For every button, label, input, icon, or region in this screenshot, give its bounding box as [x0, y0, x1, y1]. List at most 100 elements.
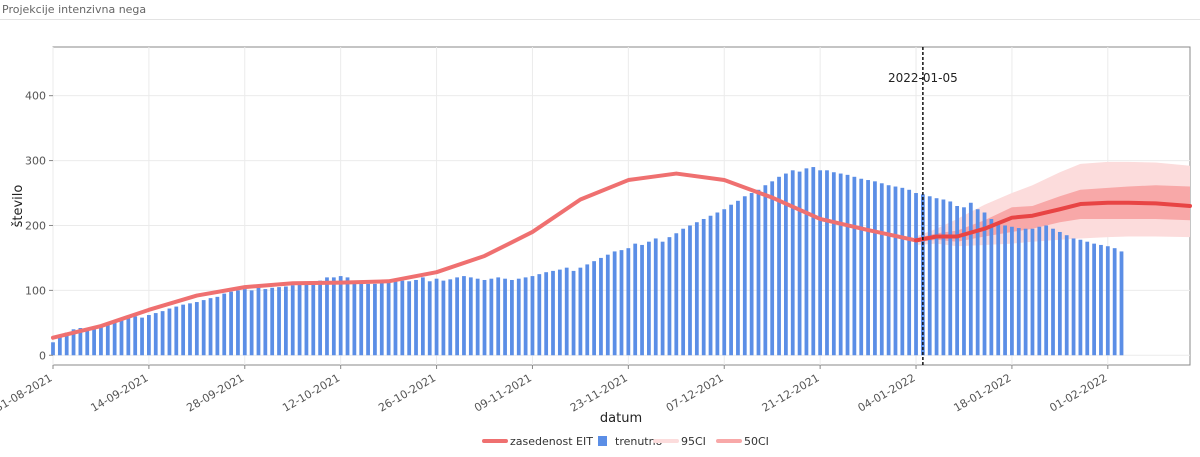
annotation-layer: 2022-01-05 [888, 47, 958, 367]
legend-label: zasedenost EIT [510, 435, 593, 448]
bar [99, 326, 103, 356]
y-tick-label: 100 [25, 284, 46, 297]
legend-label: 50CI [744, 435, 769, 448]
bar [804, 168, 809, 356]
bar [777, 176, 781, 356]
bar [57, 335, 62, 356]
bar [1030, 228, 1035, 356]
bar [503, 278, 507, 356]
bar [674, 233, 679, 356]
bar [482, 279, 487, 356]
legend-label: trenutno [615, 435, 663, 448]
bar [599, 257, 603, 356]
x-tick-label: 23-11-2021 [568, 371, 630, 414]
bar [660, 241, 665, 356]
bar [325, 277, 329, 356]
legend: zasedenost EIT trenutno 95CI 50CI [482, 435, 769, 448]
bar [64, 332, 69, 356]
bar [784, 173, 788, 356]
bar [605, 254, 610, 356]
bar [708, 215, 713, 356]
bar [78, 328, 83, 356]
bar [941, 199, 946, 356]
bar [194, 302, 199, 356]
bar [283, 286, 288, 356]
bar [304, 282, 309, 356]
bar [585, 264, 590, 356]
bar [1078, 239, 1083, 356]
bar [838, 173, 843, 356]
bar [229, 291, 233, 356]
bar [729, 204, 733, 356]
bar [770, 181, 775, 356]
x-tick-label: 18-01-2022 [952, 371, 1014, 414]
series-line-zasedenost-eit [51, 171, 919, 340]
bar [633, 243, 638, 356]
x-tick-label: 26-10-2021 [376, 371, 438, 414]
bar [749, 193, 754, 356]
bar [1037, 226, 1042, 356]
x-tick-label: 01-02-2022 [1047, 371, 1109, 414]
bar [489, 278, 494, 356]
bar [71, 329, 76, 356]
bar [1057, 231, 1062, 356]
y-tick-label: 300 [25, 155, 46, 168]
bar [537, 274, 542, 356]
bar [51, 342, 55, 356]
bar [873, 181, 877, 356]
bar [1112, 248, 1117, 356]
bar [996, 222, 1001, 356]
annotation-label: 2022-01-05 [888, 71, 958, 85]
bar [914, 193, 918, 356]
bar [523, 277, 528, 356]
bar [201, 300, 206, 356]
bar [126, 317, 131, 356]
bar [85, 330, 90, 356]
bar [455, 277, 459, 356]
bar [475, 278, 480, 356]
bar [907, 189, 912, 356]
bar [612, 251, 617, 356]
bar [434, 278, 439, 356]
y-tick-label: 0 [39, 349, 46, 362]
bar [564, 267, 569, 356]
bar [147, 315, 151, 356]
bar [249, 290, 254, 356]
legend-label: 95CI [681, 435, 706, 448]
bar [653, 238, 658, 356]
series-line-projection [914, 200, 1192, 243]
bar [297, 283, 302, 356]
bar [407, 281, 412, 356]
bar [181, 304, 186, 356]
bar [530, 276, 535, 356]
bar [462, 276, 466, 356]
bar [900, 187, 905, 356]
bar [1099, 244, 1103, 356]
bar [236, 290, 240, 356]
bar [1023, 228, 1028, 356]
bar [797, 171, 802, 356]
bar [448, 279, 453, 356]
bar [626, 248, 631, 356]
x-tick-label: 14-09-2021 [89, 371, 151, 414]
bar [1016, 228, 1021, 356]
bar [208, 298, 213, 356]
bar [1051, 228, 1055, 356]
bar [736, 200, 740, 356]
bar [681, 228, 686, 356]
bar [544, 272, 549, 356]
y-tick-label: 400 [25, 90, 46, 103]
bar [619, 250, 624, 356]
bar [140, 317, 144, 356]
bar [934, 198, 939, 356]
bar [763, 185, 768, 356]
bar [1003, 225, 1007, 356]
bar [742, 196, 747, 356]
bar [420, 277, 425, 356]
bar [968, 202, 973, 356]
bar [345, 277, 350, 356]
bar [1105, 246, 1110, 356]
bar [393, 279, 398, 356]
bar [722, 209, 727, 356]
